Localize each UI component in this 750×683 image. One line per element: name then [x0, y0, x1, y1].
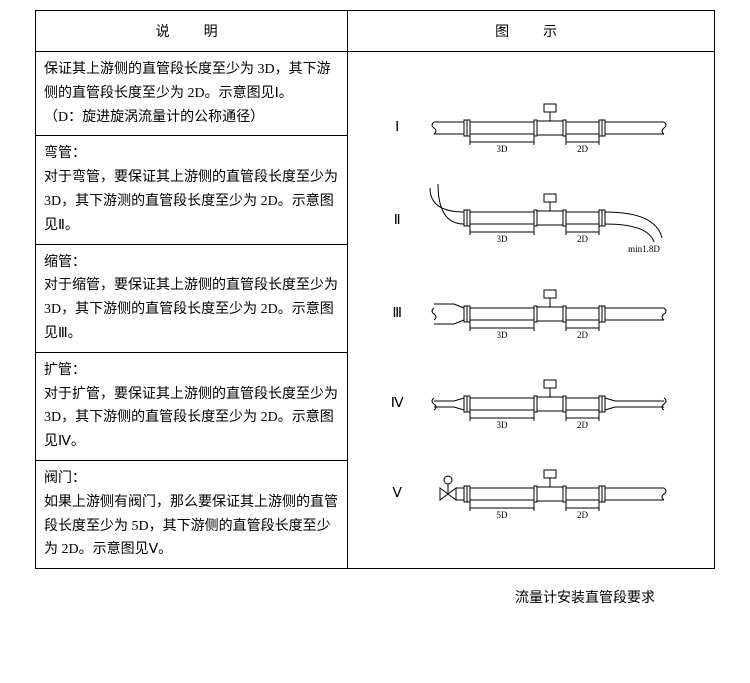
desc-text-1: 弯管： 对于弯管，要保证其上游侧的直管段长度至少为 3D，其下游测的直管段长度至…	[44, 142, 339, 237]
svg-text:2D: 2D	[577, 510, 589, 520]
svg-text:min1.8D: min1.8D	[628, 244, 660, 254]
svg-text:3D: 3D	[497, 234, 509, 244]
svg-text:3D: 3D	[497, 330, 509, 340]
diagram-roman: Ⅱ	[388, 212, 406, 229]
page-container: 说 明 图 示 保证其上游侧的直管段长度至少为 3D，其下游侧的直管段长度至少为…	[35, 10, 715, 607]
diagram-row: Ⅳ 3D 2D	[388, 368, 674, 438]
figure-cell: Ⅰ 3D 2D Ⅱ	[348, 52, 715, 569]
figure-caption: 流量计安装直管段要求	[35, 587, 715, 607]
desc-cell-3: 扩管： 对于扩管，要保证其上游侧的直管段长度至少为 3D，其下游侧的直管段长度至…	[36, 352, 348, 460]
desc-cell-2: 缩管： 对于缩管，要保证其上游侧的直管段长度至少为 3D，其下游侧的直管段长度至…	[36, 244, 348, 352]
spec-table: 说 明 图 示 保证其上游侧的直管段长度至少为 3D，其下游侧的直管段长度至少为…	[35, 10, 715, 569]
desc-text-0: 保证其上游侧的直管段长度至少为 3D，其下游侧的直管段长度至少为 2D。示意图见…	[44, 58, 339, 129]
svg-text:3D: 3D	[497, 420, 509, 430]
header-fig: 图 示	[348, 11, 715, 52]
svg-text:2D: 2D	[577, 144, 589, 154]
diagram-row: Ⅰ 3D 2D	[388, 92, 674, 162]
desc-cell-0: 保证其上游侧的直管段长度至少为 3D，其下游侧的直管段长度至少为 2D。示意图见…	[36, 52, 348, 136]
desc-text-2: 缩管： 对于缩管，要保证其上游侧的直管段长度至少为 3D，其下游侧的直管段长度至…	[44, 251, 339, 346]
diagram-row: Ⅲ 3D 2D	[388, 278, 674, 348]
diagram-row: Ⅴ 5D 2D	[388, 458, 674, 528]
pipe-diagram: 3D 2D	[424, 92, 674, 162]
diagram-roman: Ⅴ	[388, 485, 406, 502]
svg-text:5D: 5D	[497, 510, 509, 520]
desc-text-3: 扩管： 对于扩管，要保证其上游侧的直管段长度至少为 3D，其下游侧的直管段长度至…	[44, 359, 339, 454]
pipe-diagram: 5D 2D	[424, 458, 674, 528]
diagram-stack: Ⅰ 3D 2D Ⅱ	[352, 92, 710, 528]
pipe-diagram: 3D 2D min1.8D	[424, 182, 674, 258]
diagram-roman: Ⅳ	[388, 395, 406, 412]
svg-text:2D: 2D	[577, 330, 589, 340]
desc-cell-1: 弯管： 对于弯管，要保证其上游侧的直管段长度至少为 3D，其下游测的直管段长度至…	[36, 136, 348, 244]
pipe-diagram: 3D 2D	[424, 368, 674, 438]
svg-text:2D: 2D	[577, 420, 589, 430]
pipe-diagram: 3D 2D	[424, 278, 674, 348]
diagram-row: Ⅱ 3D 2D min1.8D	[388, 182, 674, 258]
diagram-roman: Ⅰ	[388, 119, 406, 136]
diagram-roman: Ⅲ	[388, 305, 406, 322]
svg-text:3D: 3D	[497, 144, 509, 154]
desc-cell-4: 阀门： 如果上游侧有阀门，那么要保证其上游侧的直管段长度至少为 5D，其下游侧的…	[36, 460, 348, 568]
desc-text-4: 阀门： 如果上游侧有阀门，那么要保证其上游侧的直管段长度至少为 5D，其下游侧的…	[44, 467, 339, 562]
svg-text:2D: 2D	[577, 234, 589, 244]
header-desc: 说 明	[36, 11, 348, 52]
